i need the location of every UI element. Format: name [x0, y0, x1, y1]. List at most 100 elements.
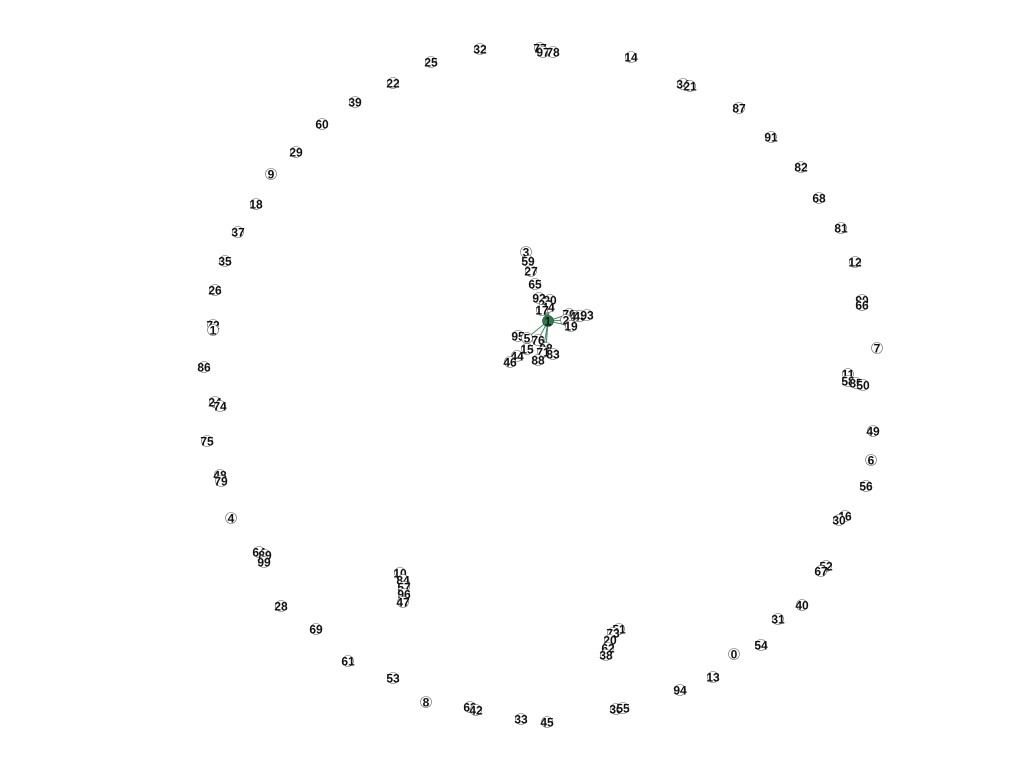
node-circle	[547, 348, 559, 360]
node-label: 30	[832, 514, 846, 528]
graph-node: 56	[859, 480, 873, 494]
node-circle	[795, 161, 807, 173]
node-label: 7	[874, 342, 881, 356]
node-circle	[536, 304, 548, 316]
graph-node: 8	[420, 696, 432, 710]
graph-node: 76	[531, 334, 545, 348]
node-label: 81	[834, 222, 848, 236]
graph-node: 69	[309, 623, 323, 637]
node-circle	[755, 639, 767, 651]
node-circle	[504, 356, 516, 368]
node-label: 33	[514, 713, 528, 727]
node-label: 65	[528, 278, 542, 292]
node-circle	[529, 278, 541, 290]
node-circle	[387, 672, 399, 684]
graph-node: 88	[531, 354, 545, 368]
graph-node: 91	[764, 131, 778, 145]
node-circle	[209, 284, 221, 296]
node-label: 8	[423, 696, 430, 710]
node-label: 86	[197, 361, 211, 375]
node-circle	[258, 556, 270, 568]
node-label: 37	[231, 226, 245, 240]
node-circle	[532, 354, 544, 366]
node-label: 67	[814, 565, 828, 579]
node-circle	[387, 77, 399, 89]
graph-node: 35	[218, 255, 232, 269]
node-label: 15	[520, 343, 534, 357]
node-circle	[867, 425, 879, 437]
node-label: 60	[315, 118, 329, 132]
node-label: 50	[856, 379, 870, 393]
nodes-layer: 3277977825142234213987609129829681881373…	[197, 42, 883, 730]
node-label: 68	[812, 192, 826, 206]
node-circle	[733, 102, 745, 114]
node-circle	[857, 379, 869, 391]
node-circle	[865, 454, 877, 466]
node-circle	[674, 684, 686, 696]
graph-node: 67	[814, 565, 828, 579]
node-circle	[316, 118, 328, 130]
node-label: 25	[424, 56, 438, 70]
graph-node: 1	[207, 324, 219, 338]
node-label: 2	[563, 314, 570, 328]
node-circle	[470, 704, 482, 716]
node-circle	[198, 361, 210, 373]
node-label: 9	[268, 168, 275, 182]
node-label: 38	[599, 649, 613, 663]
graph-node: 7	[871, 342, 883, 356]
graph-node: 26	[208, 284, 222, 298]
graph-node: 75	[200, 435, 214, 449]
graph-node: 38	[599, 649, 613, 663]
node-circle	[397, 596, 409, 608]
node-circle	[219, 255, 231, 267]
node-circle	[214, 400, 226, 412]
graph-node: 19	[564, 320, 578, 334]
node-label: 97	[536, 46, 550, 60]
node-label: 75	[200, 435, 214, 449]
graph-node: 45	[540, 716, 554, 730]
graph-node: 37	[231, 226, 245, 240]
graph-node: 14	[624, 51, 638, 65]
node-circle	[581, 309, 593, 321]
graph-node: 18	[249, 198, 263, 212]
node-circle	[201, 435, 213, 447]
node-label: 6	[868, 454, 875, 468]
graph-node: 13	[706, 671, 720, 685]
node-label: 83	[546, 348, 560, 362]
graph-node: 15	[520, 343, 534, 357]
node-label: 26	[208, 284, 222, 298]
graph-node: 12	[848, 256, 862, 270]
graph-node: 39	[348, 96, 362, 110]
graph-node: 68	[812, 192, 826, 206]
node-circle	[532, 334, 544, 346]
graph-node: 1	[542, 315, 554, 329]
node-label: 74	[213, 400, 227, 414]
node-label: 1	[545, 315, 552, 329]
node-label: 78	[546, 46, 560, 60]
node-label: 17	[535, 304, 549, 318]
node-circle	[707, 671, 719, 683]
node-circle	[835, 222, 847, 234]
node-circle	[515, 713, 527, 725]
graph-node: 49	[866, 425, 880, 439]
node-circle	[856, 299, 868, 311]
node-circle	[728, 648, 740, 660]
graph-node: 4	[225, 512, 237, 526]
node-label: 54	[754, 639, 768, 653]
node-circle	[815, 565, 827, 577]
graph-node: 0	[728, 648, 740, 662]
node-label: 39	[348, 96, 362, 110]
graph-node: 55	[616, 702, 630, 716]
graph-node: 86	[197, 361, 211, 375]
node-label: 12	[848, 256, 862, 270]
graph-node: 78	[546, 46, 560, 60]
node-circle	[525, 265, 537, 277]
node-circle	[474, 43, 486, 55]
node-label: 35	[218, 255, 232, 269]
node-circle	[310, 623, 322, 635]
node-label: 27	[524, 265, 538, 279]
graph-node: 66	[855, 299, 869, 313]
node-circle	[849, 256, 861, 268]
node-circle	[250, 198, 262, 210]
